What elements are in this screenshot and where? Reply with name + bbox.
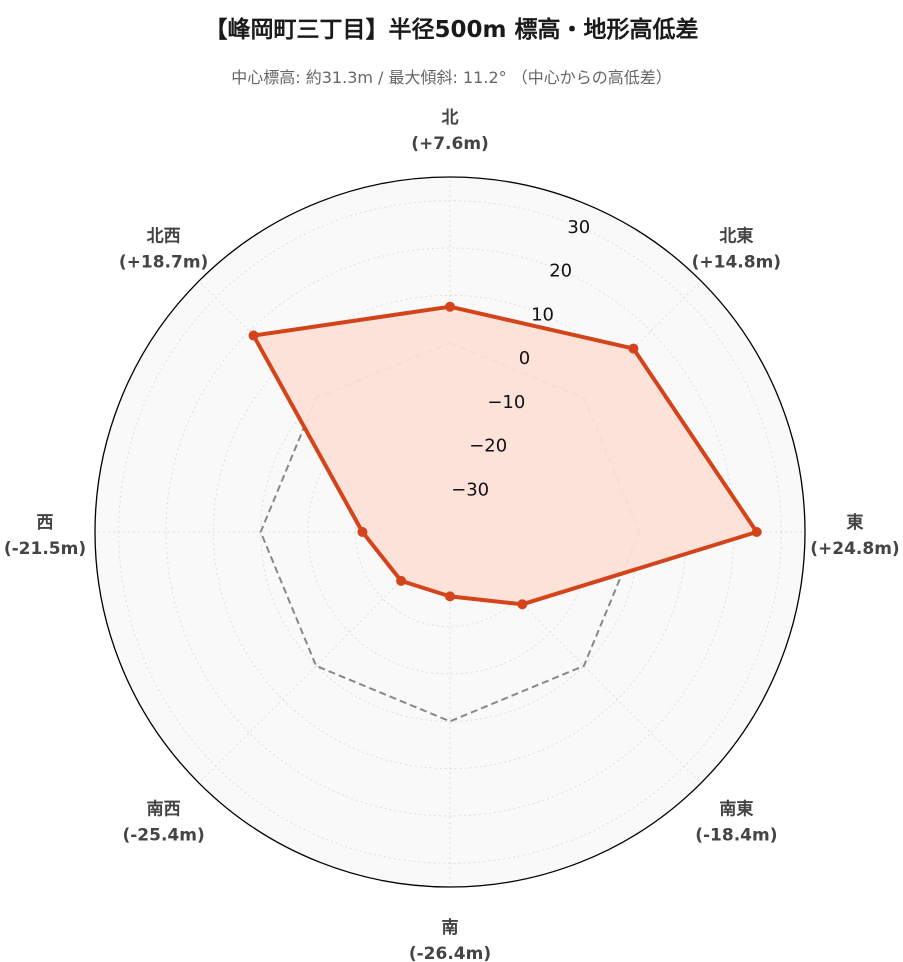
direction-name: 南東	[719, 798, 753, 819]
data-point-5	[396, 575, 407, 586]
direction-label-3: 南東 (-18.4m)	[695, 798, 777, 845]
data-point-4	[445, 591, 455, 602]
chart-title: 【峰岡町三丁目】半径500m 標高・地形高低差	[204, 17, 699, 43]
direction-label-2: 東 (+24.8m)	[810, 512, 899, 559]
direction-value: (+14.8m)	[692, 253, 781, 273]
direction-name: 南西	[147, 798, 181, 819]
direction-value: (-21.5m)	[4, 539, 86, 559]
spoke-5	[198, 531, 451, 784]
direction-name: 北西	[147, 227, 181, 247]
spoke-1	[449, 280, 702, 533]
direction-value: (+18.7m)	[119, 253, 208, 273]
radial-tick-label: 20	[549, 261, 572, 282]
direction-label-6: 西 (-21.5m)	[4, 513, 86, 559]
direction-name: 東	[847, 512, 864, 533]
chart-subtitle: 中心標高: 約31.3m / 最大傾斜: 11.2° （中心からの高低差）	[231, 68, 672, 87]
outer-circle	[94, 176, 806, 888]
direction-name: 北	[442, 108, 459, 128]
direction-value: (+24.8m)	[810, 539, 899, 559]
direction-labels: 北 (+7.6m) 北東 (+14.8m) 東 (+24.8m) 南東 (-18.4m) 南 (-…	[4, 108, 900, 962]
direction-label-5: 南西 (-25.4m)	[122, 798, 204, 845]
direction-value: (+7.6m)	[411, 134, 489, 154]
direction-label-4: 南 (-26.4m)	[409, 917, 491, 962]
direction-name: 西	[37, 513, 54, 533]
radial-tick-label: −20	[469, 436, 507, 457]
radial-tick-label: 10	[531, 304, 554, 325]
spoke-3	[449, 531, 702, 784]
radial-tick-label: −30	[451, 479, 489, 500]
data-point-6	[357, 527, 368, 537]
radial-tick-label: 0	[519, 348, 530, 369]
direction-value: (-26.4m)	[409, 944, 491, 962]
elevation-points	[248, 301, 762, 610]
radial-tick-label: −10	[487, 392, 525, 413]
direction-label-7: 北西 (+18.7m)	[119, 227, 208, 273]
direction-name: 南	[442, 917, 459, 938]
radial-tick-labels: −30 −20 −10 0 10 20 30	[451, 217, 590, 500]
radial-tick-label: 30	[567, 217, 590, 238]
direction-name: 北東	[719, 226, 753, 247]
data-point-0	[445, 301, 455, 312]
data-point-7	[248, 330, 259, 341]
direction-value: (-25.4m)	[122, 825, 204, 845]
direction-label-0: 北 (+7.6m)	[411, 108, 489, 154]
spoke-7	[198, 280, 451, 533]
data-point-1	[628, 343, 639, 354]
data-point-2	[751, 527, 762, 537]
direction-label-1: 北東 (+14.8m)	[692, 226, 781, 273]
data-point-3	[517, 599, 528, 610]
direction-value: (-18.4m)	[695, 825, 777, 845]
